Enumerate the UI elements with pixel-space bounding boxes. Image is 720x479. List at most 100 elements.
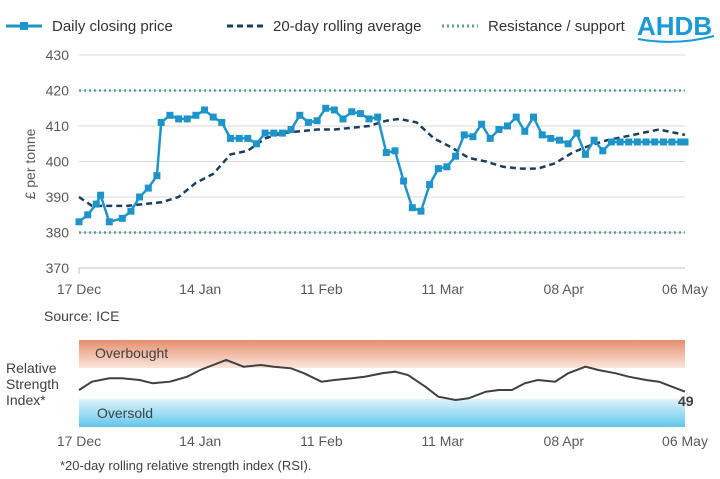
oversold-label: Oversold	[97, 405, 154, 421]
rsi-x-tick-label: 14 Jan	[179, 433, 221, 449]
daily-price-point	[599, 147, 607, 155]
legend-resistance: Resistance / support	[440, 15, 625, 37]
price-x-tick-label: 08 Apr	[544, 281, 585, 297]
daily-price-point	[417, 207, 425, 215]
daily-price-point	[253, 140, 260, 148]
daily-price-point	[668, 138, 676, 146]
rsi-x-tick-label: 11 Feb	[300, 433, 343, 449]
daily-price-point	[97, 191, 105, 199]
legend-daily-swatch	[6, 22, 42, 30]
legend-daily: Daily closing price	[4, 15, 173, 37]
daily-price-point	[469, 133, 477, 141]
legend-resistance-swatch	[442, 24, 478, 28]
legend-resistance-label: Resistance / support	[488, 17, 625, 35]
daily-price-line	[78, 106, 685, 224]
price-x-tick-labels: 17 Dec 14 Jan 11 Feb 11 Mar 08 Apr 06 May	[57, 281, 708, 297]
rsi-x-tick-labels: 17 Dec 14 Jan 11 Feb 11 Mar 08 Apr 06 May	[57, 433, 708, 449]
daily-price-point	[547, 134, 555, 142]
daily-price-point	[434, 165, 442, 173]
daily-price-point	[486, 134, 494, 142]
daily-price-point	[374, 113, 382, 121]
source-note: Source: ICE	[44, 308, 120, 324]
rsi-x-tick-label: 11 Mar	[421, 433, 464, 449]
daily-price-point	[625, 138, 633, 146]
daily-price-point	[261, 129, 269, 137]
daily-price-point	[495, 126, 503, 133]
rsi-panel-label: Relative Strength Index*	[6, 360, 59, 408]
daily-price-point	[521, 127, 529, 135]
rsi-label-line-3: Index*	[6, 392, 46, 408]
price-y-tick-label: 430	[46, 47, 70, 63]
price-gridlines	[79, 54, 685, 269]
daily-price-point	[607, 138, 615, 146]
footnote: *20-day rolling relative strength index …	[60, 458, 312, 473]
daily-price-point	[651, 138, 659, 146]
daily-price-point	[166, 111, 174, 119]
price-y-tick-label: 420	[46, 83, 70, 99]
daily-price-point	[157, 118, 165, 126]
daily-price-point	[659, 138, 667, 146]
daily-price-point	[348, 108, 356, 116]
daily-price-point	[581, 150, 589, 158]
daily-price-point	[175, 115, 183, 123]
price-x-tick-label: 17 Dec	[57, 281, 101, 297]
price-x-tick-label: 11 Feb	[300, 281, 343, 297]
price-x-tick-label: 06 May	[662, 281, 708, 297]
daily-price-point	[92, 200, 100, 208]
price-x-tick-label: 11 Mar	[421, 281, 464, 297]
daily-price-point	[426, 181, 434, 189]
daily-price-point	[400, 177, 408, 185]
daily-price-point	[192, 111, 200, 119]
oversold-band	[79, 399, 685, 427]
resistance-support-lines	[79, 89, 685, 234]
daily-price-point	[209, 113, 217, 121]
price-y-tick-label: 410	[46, 118, 70, 134]
daily-price-point	[365, 115, 373, 123]
daily-price-point	[339, 115, 347, 123]
daily-price-point	[322, 104, 330, 112]
daily-price-point	[270, 129, 278, 137]
daily-price-point	[538, 131, 546, 139]
daily-price-point	[443, 163, 451, 171]
rsi-line	[78, 358, 686, 402]
ahdb-logo-text: AHDB	[637, 11, 712, 41]
daily-price-point	[616, 138, 624, 146]
daily-price-point	[287, 126, 295, 133]
legend-rolling-swatch	[227, 24, 263, 28]
daily-price-point	[530, 113, 537, 121]
daily-price-point	[677, 138, 685, 146]
daily-price-point	[391, 147, 399, 155]
daily-price-point	[235, 134, 243, 142]
legend-rolling-label: 20-day rolling average	[273, 17, 422, 35]
daily-price-point	[330, 106, 338, 114]
price-x-tick-label: 14 Jan	[179, 281, 221, 297]
daily-price-point	[84, 211, 92, 219]
overbought-band	[79, 340, 685, 368]
legend-rolling: 20-day rolling average	[225, 15, 421, 37]
rsi-x-tick-label: 17 Dec	[57, 433, 101, 449]
daily-price-point	[573, 129, 581, 137]
daily-price-point	[504, 122, 511, 130]
daily-price-point	[296, 111, 304, 119]
daily-price-point	[512, 113, 520, 121]
daily-price-point	[564, 140, 572, 148]
price-y-tick-label: 390	[46, 189, 70, 205]
daily-price-point	[556, 136, 563, 144]
daily-price-point	[105, 218, 113, 226]
price-y-axis-label: £ per tonne	[22, 128, 38, 199]
daily-price-point	[304, 118, 312, 126]
daily-price-point	[452, 152, 460, 160]
price-y-tick-labels: 370 380 390 400 410 420 430	[46, 47, 70, 276]
daily-price-point	[356, 110, 364, 118]
daily-price-point	[118, 214, 126, 222]
daily-price-point	[136, 193, 144, 201]
daily-price-point	[278, 129, 286, 137]
overbought-label: Overbought	[95, 345, 169, 361]
rsi-x-tick-label: 06 May	[662, 433, 708, 449]
daily-price-series	[75, 104, 689, 226]
daily-price-point	[478, 120, 486, 128]
daily-price-point	[244, 134, 252, 142]
daily-price-point	[127, 207, 135, 215]
rsi-x-tick-label: 08 Apr	[544, 433, 585, 449]
